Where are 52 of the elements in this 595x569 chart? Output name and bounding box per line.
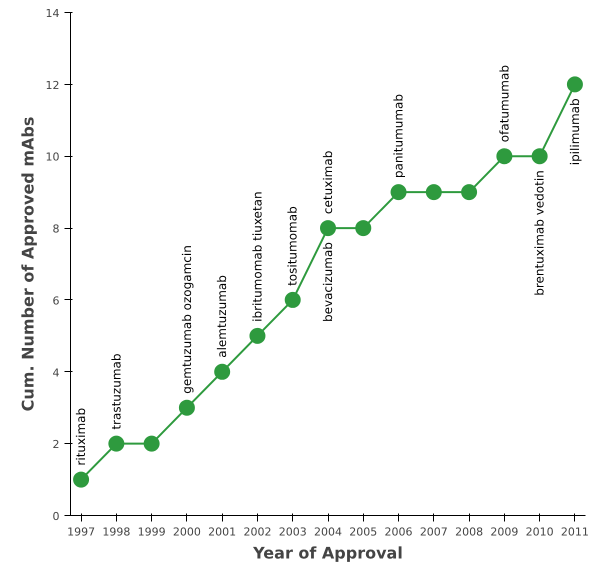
annotation: panitumumab bbox=[392, 94, 406, 178]
x-tick-label: 2001 bbox=[208, 526, 236, 538]
annotation: brentuximab vedotin bbox=[532, 170, 547, 296]
x-tick-label: 2007 bbox=[420, 526, 448, 538]
x-tick-label: 2011 bbox=[560, 526, 589, 538]
y-tick-label: 14 bbox=[46, 7, 60, 20]
x-tick-label: 1998 bbox=[102, 526, 130, 538]
x-tick-label: 2009 bbox=[490, 526, 518, 538]
point bbox=[214, 364, 230, 380]
y-tick-label: 12 bbox=[46, 78, 60, 92]
annotation: rituximab bbox=[74, 408, 88, 466]
point bbox=[355, 220, 372, 236]
annotation: cetuximab bbox=[321, 150, 335, 214]
x-tick-label: 2000 bbox=[172, 526, 201, 538]
y-tick-label: 8 bbox=[52, 222, 60, 236]
point bbox=[426, 184, 442, 200]
point bbox=[144, 436, 160, 452]
y-tick-label: 10 bbox=[46, 150, 60, 164]
point bbox=[108, 436, 124, 452]
point bbox=[320, 220, 336, 236]
x-tick-label: 2010 bbox=[526, 526, 554, 538]
y-tick-label: 2 bbox=[52, 438, 60, 452]
y-tick-label: 6 bbox=[52, 294, 60, 308]
annotation: trastuzumab bbox=[109, 354, 124, 430]
x-tick-label: 2003 bbox=[278, 526, 307, 538]
x-tick-label: 2008 bbox=[455, 526, 484, 538]
x-tick-label: 1999 bbox=[138, 526, 166, 538]
point bbox=[532, 148, 548, 164]
x-tick-label: 1997 bbox=[67, 526, 96, 538]
x-axis-title: Year of Approval bbox=[252, 544, 403, 562]
point bbox=[73, 472, 90, 488]
annotation: bevacizumab bbox=[321, 242, 335, 322]
x-tick-label: 2004 bbox=[314, 526, 342, 538]
point bbox=[566, 76, 583, 92]
annotation: ibritumomab tiuxetan bbox=[250, 191, 264, 322]
x-tick-label: 2002 bbox=[243, 526, 272, 538]
point bbox=[496, 148, 512, 164]
point bbox=[178, 400, 195, 416]
y-tick-label: 4 bbox=[52, 366, 60, 380]
annotation: ipilimumab bbox=[568, 98, 582, 166]
y-axis-title: Cum. Number of Approved mAbs bbox=[18, 116, 38, 412]
annotation: ofatumumab bbox=[497, 65, 512, 142]
x-tick-label: 2005 bbox=[349, 526, 378, 538]
annotation: gemtuzumab ozogamcin bbox=[180, 245, 194, 394]
point bbox=[284, 292, 301, 308]
y-tick-label: 0 bbox=[52, 510, 60, 523]
x-tick-label: 2006 bbox=[384, 526, 413, 538]
point bbox=[461, 184, 478, 200]
annotation: tositumomab bbox=[286, 206, 300, 286]
point bbox=[249, 328, 266, 344]
point bbox=[390, 184, 407, 200]
annotation: alemtuzumab bbox=[215, 275, 230, 358]
